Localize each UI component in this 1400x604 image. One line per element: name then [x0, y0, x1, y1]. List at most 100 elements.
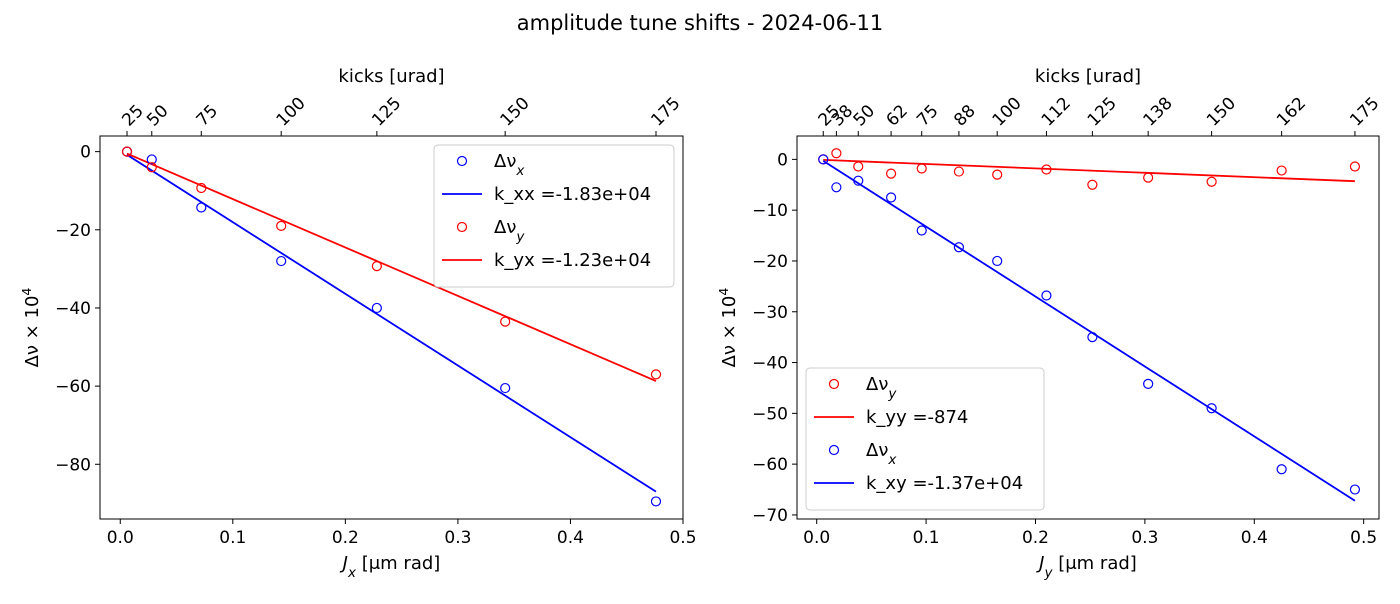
legend-label: k_yy =-874	[866, 407, 968, 428]
data-point	[1276, 165, 1287, 176]
plot-frame	[99, 135, 684, 520]
y-tick-label: −20	[55, 221, 91, 241]
data-point	[831, 182, 842, 193]
x-axis-label: Jx [μm rad]	[340, 553, 441, 581]
legend: Δνy k_yy =-874 Δνx k_xy =-1.37e+04	[805, 367, 1045, 511]
top-tick-label: 162	[1273, 93, 1310, 130]
data-point	[371, 261, 382, 272]
data-point	[1349, 484, 1361, 495]
top-tick-label: 150	[497, 93, 534, 130]
data-point	[196, 182, 207, 194]
legend-label: Δνy	[494, 217, 525, 245]
x-tick-label: 0.0	[803, 528, 830, 548]
x-tick-label: 0.4	[1241, 528, 1268, 548]
top-tick-label: 75	[913, 101, 942, 130]
data-point	[916, 163, 927, 174]
data-point	[196, 202, 207, 213]
fit-line	[126, 154, 657, 493]
data-point	[121, 146, 133, 157]
legend-marker-swatch	[456, 221, 468, 233]
x-tick-label: 0.2	[1022, 528, 1049, 548]
legend-marker-swatch	[828, 444, 840, 456]
data-point	[1143, 172, 1154, 183]
data-point	[146, 154, 157, 165]
data-point	[916, 225, 927, 236]
x-tick-label: 0.0	[107, 528, 134, 548]
top-axis-label: kicks [urad]	[1035, 66, 1141, 87]
top-tick-label: 175	[647, 93, 684, 130]
x-tick-label: 0.5	[669, 528, 696, 548]
data-point	[1087, 332, 1098, 343]
data-point	[1041, 290, 1052, 301]
top-tick-label: 112	[1038, 93, 1075, 130]
legend-label: Δνx	[866, 440, 897, 468]
data-point	[276, 255, 287, 267]
y-tick-label: −80	[55, 455, 91, 475]
figure-title: amplitude tune shifts - 2024-06-11	[517, 11, 884, 35]
legend-marker-swatch	[456, 155, 468, 167]
y-axis-label: Δν × 104	[19, 288, 44, 368]
plot-frame	[796, 135, 1380, 520]
data-point	[500, 316, 511, 327]
fit-line	[823, 158, 1355, 183]
data-point	[500, 382, 511, 394]
y-tick-label: −60	[752, 455, 788, 475]
y-tick-label: −40	[55, 299, 91, 319]
data-point	[371, 302, 382, 314]
top-tick-label: 125	[1084, 93, 1121, 130]
data-point	[885, 192, 897, 203]
data-point	[1276, 464, 1287, 475]
top-tick-label: 75	[193, 101, 222, 130]
y-tick-label: −20	[752, 252, 788, 272]
top-tick-label: 50	[850, 101, 879, 130]
x-axis-label: Jy [μm rad]	[1036, 553, 1137, 581]
legend-label: k_yx =-1.23e+04	[494, 250, 651, 271]
fit-line	[822, 160, 1356, 502]
data-point	[853, 175, 864, 186]
data-point	[853, 161, 864, 172]
legend-label: Δνy	[866, 374, 897, 402]
data-point	[1349, 161, 1361, 172]
y-tick-label: 0	[80, 143, 91, 163]
x-tick-label: 0.5	[1350, 528, 1377, 548]
data-point	[831, 148, 842, 159]
legend-label: k_xx =-1.83e+04	[494, 184, 651, 205]
x-tick-label: 0.3	[1131, 528, 1158, 548]
data-point	[146, 162, 157, 173]
data-point	[818, 154, 829, 165]
data-point	[1206, 403, 1217, 414]
legend: Δνx k_xx =-1.83e+04 Δνy k_yx =-1.23e+04	[433, 144, 675, 288]
x-tick-label: 0.3	[444, 528, 471, 548]
data-point	[953, 242, 965, 253]
top-tick-label: 100	[989, 93, 1026, 130]
data-point	[953, 166, 965, 177]
y-tick-label: −50	[752, 404, 788, 424]
data-point	[276, 220, 287, 231]
x-tick-label: 0.4	[557, 528, 584, 548]
x-tick-label: 0.1	[913, 528, 940, 548]
legend-label: Δνx	[494, 151, 525, 179]
y-axis-label: Δν × 104	[716, 288, 741, 368]
legend-box	[433, 144, 675, 288]
data-point	[992, 169, 1003, 180]
data-point	[992, 255, 1003, 267]
y-tick-label: 0	[777, 150, 788, 170]
legend-marker-swatch	[828, 378, 840, 390]
fit-line	[126, 152, 657, 382]
top-tick-label: 50	[143, 101, 172, 130]
data-point	[1041, 164, 1052, 175]
data-point	[1143, 378, 1154, 389]
top-tick-label: 138	[1140, 93, 1177, 130]
top-tick-label: 175	[1346, 93, 1383, 130]
legend-box	[805, 367, 1045, 511]
right-panel: 0.0 0.1 0.2 0.3 0.4 0.5 0 −10 −20 −30 −40 −50 −60 −70…	[716, 66, 1384, 581]
data-point	[1087, 179, 1098, 190]
top-tick-label: 62	[882, 101, 911, 130]
y-tick-label: −40	[752, 354, 788, 374]
y-tick-label: −60	[55, 377, 91, 397]
data-point	[650, 369, 662, 380]
x-tick-label: 0.1	[219, 528, 246, 548]
y-tick-label: −70	[752, 506, 788, 526]
